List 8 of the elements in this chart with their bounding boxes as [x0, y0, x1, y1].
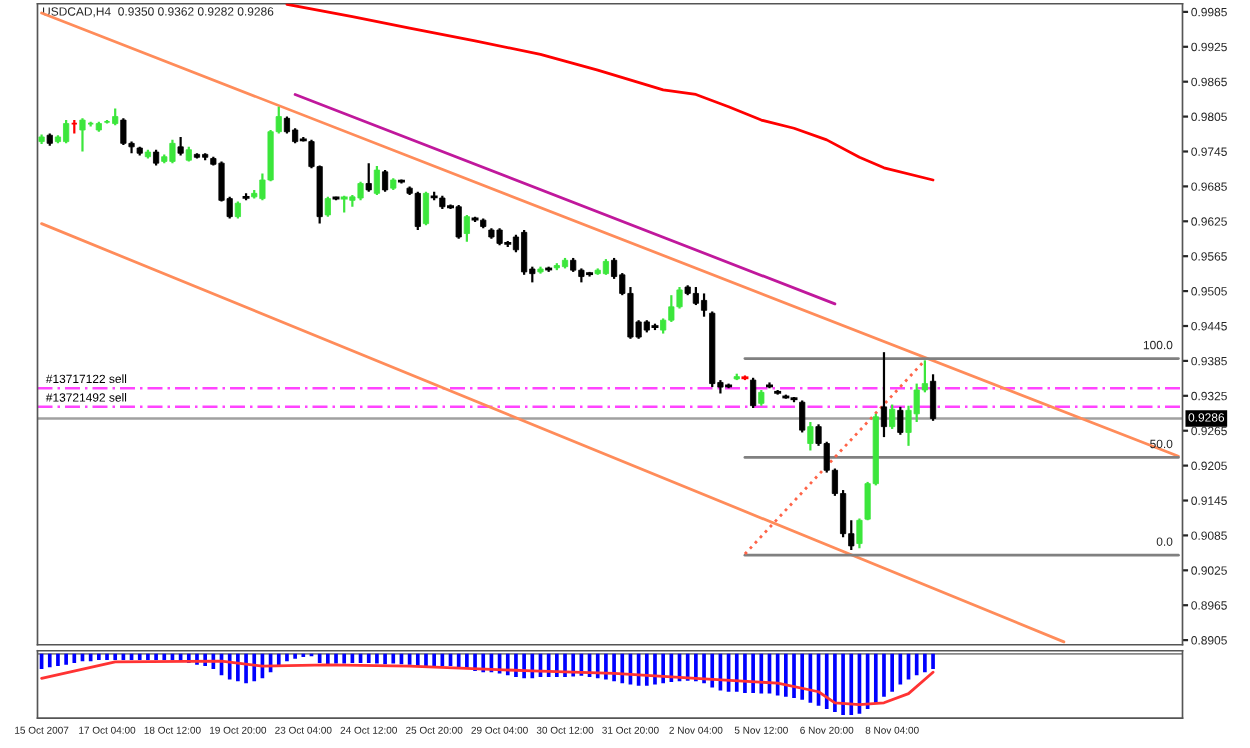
- candlestick: [136, 145, 143, 157]
- candlestick: [390, 177, 397, 191]
- line-series: [285, 3, 935, 182]
- candlestick: [177, 135, 184, 157]
- candlestick: [480, 217, 487, 230]
- candlestick: [365, 162, 372, 193]
- candlestick: [537, 265, 544, 275]
- candlestick: [684, 284, 691, 297]
